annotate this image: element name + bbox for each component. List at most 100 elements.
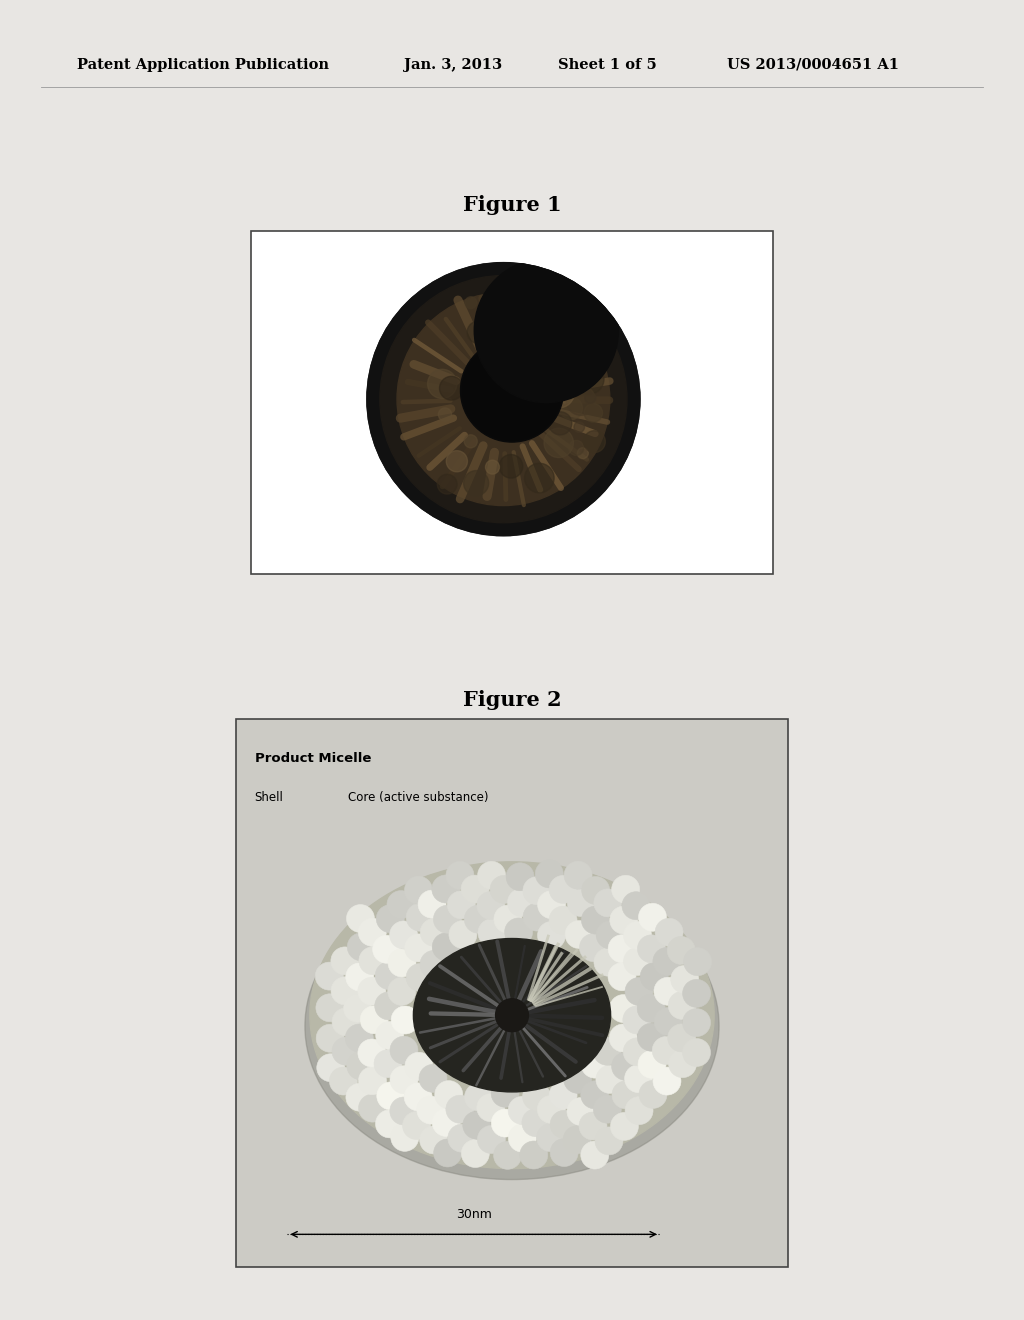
Circle shape bbox=[358, 919, 386, 946]
Circle shape bbox=[522, 1082, 551, 1110]
Circle shape bbox=[388, 977, 416, 1006]
Text: Figure 1: Figure 1 bbox=[463, 194, 561, 215]
Circle shape bbox=[490, 875, 518, 903]
Circle shape bbox=[494, 327, 509, 342]
Circle shape bbox=[376, 1110, 403, 1138]
Circle shape bbox=[532, 327, 548, 343]
Circle shape bbox=[380, 276, 627, 523]
Circle shape bbox=[581, 1081, 608, 1109]
Circle shape bbox=[492, 1080, 519, 1107]
Circle shape bbox=[538, 1096, 565, 1123]
Circle shape bbox=[477, 1126, 505, 1154]
Ellipse shape bbox=[414, 939, 610, 1092]
Circle shape bbox=[390, 1065, 418, 1094]
Circle shape bbox=[315, 994, 344, 1022]
Circle shape bbox=[433, 1139, 462, 1167]
Circle shape bbox=[499, 454, 523, 478]
Circle shape bbox=[564, 861, 592, 890]
Circle shape bbox=[594, 948, 622, 975]
Circle shape bbox=[683, 1008, 711, 1036]
Circle shape bbox=[397, 293, 610, 506]
Circle shape bbox=[639, 903, 667, 932]
Circle shape bbox=[435, 1081, 463, 1109]
Circle shape bbox=[549, 875, 578, 903]
Circle shape bbox=[538, 891, 565, 919]
Circle shape bbox=[609, 1024, 637, 1052]
Circle shape bbox=[373, 936, 400, 964]
Ellipse shape bbox=[310, 862, 714, 1168]
Circle shape bbox=[377, 1082, 404, 1110]
Ellipse shape bbox=[305, 873, 719, 1180]
Circle shape bbox=[437, 474, 457, 494]
Circle shape bbox=[462, 1139, 489, 1167]
Circle shape bbox=[420, 950, 447, 978]
Circle shape bbox=[639, 1081, 667, 1109]
Circle shape bbox=[596, 1065, 624, 1093]
Circle shape bbox=[654, 977, 682, 1006]
Circle shape bbox=[640, 962, 669, 990]
Circle shape bbox=[610, 1113, 638, 1140]
Text: Sheet 1 of 5: Sheet 1 of 5 bbox=[558, 58, 656, 71]
Text: Figure 2: Figure 2 bbox=[463, 689, 561, 710]
Circle shape bbox=[522, 318, 552, 347]
Circle shape bbox=[505, 337, 528, 360]
Circle shape bbox=[508, 1125, 537, 1152]
Circle shape bbox=[464, 470, 488, 495]
Circle shape bbox=[402, 1111, 430, 1139]
Circle shape bbox=[465, 1084, 493, 1111]
Circle shape bbox=[625, 1065, 652, 1093]
Circle shape bbox=[520, 1140, 548, 1170]
Circle shape bbox=[549, 1081, 578, 1109]
Circle shape bbox=[508, 1097, 537, 1125]
Circle shape bbox=[390, 1097, 418, 1125]
Circle shape bbox=[358, 1067, 386, 1094]
Circle shape bbox=[478, 919, 506, 946]
Circle shape bbox=[404, 1082, 432, 1111]
Circle shape bbox=[391, 1123, 419, 1151]
Circle shape bbox=[389, 921, 418, 949]
Circle shape bbox=[638, 935, 666, 962]
Circle shape bbox=[585, 392, 596, 404]
Circle shape bbox=[374, 1049, 402, 1077]
Circle shape bbox=[608, 962, 636, 991]
Circle shape bbox=[315, 962, 343, 990]
Circle shape bbox=[563, 1065, 592, 1093]
Circle shape bbox=[505, 917, 532, 946]
Circle shape bbox=[407, 903, 434, 931]
Circle shape bbox=[375, 991, 402, 1020]
Circle shape bbox=[611, 1052, 640, 1080]
Circle shape bbox=[571, 348, 587, 364]
Circle shape bbox=[544, 428, 573, 458]
Circle shape bbox=[404, 1052, 433, 1080]
Circle shape bbox=[522, 1109, 550, 1137]
Circle shape bbox=[593, 1038, 622, 1065]
Circle shape bbox=[536, 859, 563, 888]
Text: Patent Application Publication: Patent Application Publication bbox=[77, 58, 329, 71]
Circle shape bbox=[417, 1096, 444, 1125]
Circle shape bbox=[463, 1111, 490, 1139]
Circle shape bbox=[563, 1126, 591, 1154]
Circle shape bbox=[637, 994, 666, 1023]
Circle shape bbox=[538, 305, 550, 317]
Circle shape bbox=[565, 920, 593, 949]
Circle shape bbox=[461, 339, 563, 442]
Circle shape bbox=[624, 1038, 651, 1065]
Circle shape bbox=[567, 888, 595, 916]
Circle shape bbox=[608, 935, 636, 962]
Circle shape bbox=[652, 1036, 680, 1064]
Circle shape bbox=[465, 297, 477, 309]
Circle shape bbox=[669, 1049, 696, 1077]
Circle shape bbox=[346, 1084, 374, 1111]
Circle shape bbox=[573, 363, 604, 395]
Circle shape bbox=[420, 919, 449, 946]
Circle shape bbox=[550, 1110, 579, 1138]
Circle shape bbox=[655, 919, 683, 946]
Circle shape bbox=[474, 259, 618, 403]
Circle shape bbox=[494, 906, 522, 933]
Circle shape bbox=[508, 888, 536, 916]
Circle shape bbox=[549, 906, 578, 935]
Circle shape bbox=[464, 434, 477, 447]
Circle shape bbox=[358, 946, 387, 974]
Circle shape bbox=[467, 321, 489, 343]
Circle shape bbox=[638, 1051, 666, 1078]
